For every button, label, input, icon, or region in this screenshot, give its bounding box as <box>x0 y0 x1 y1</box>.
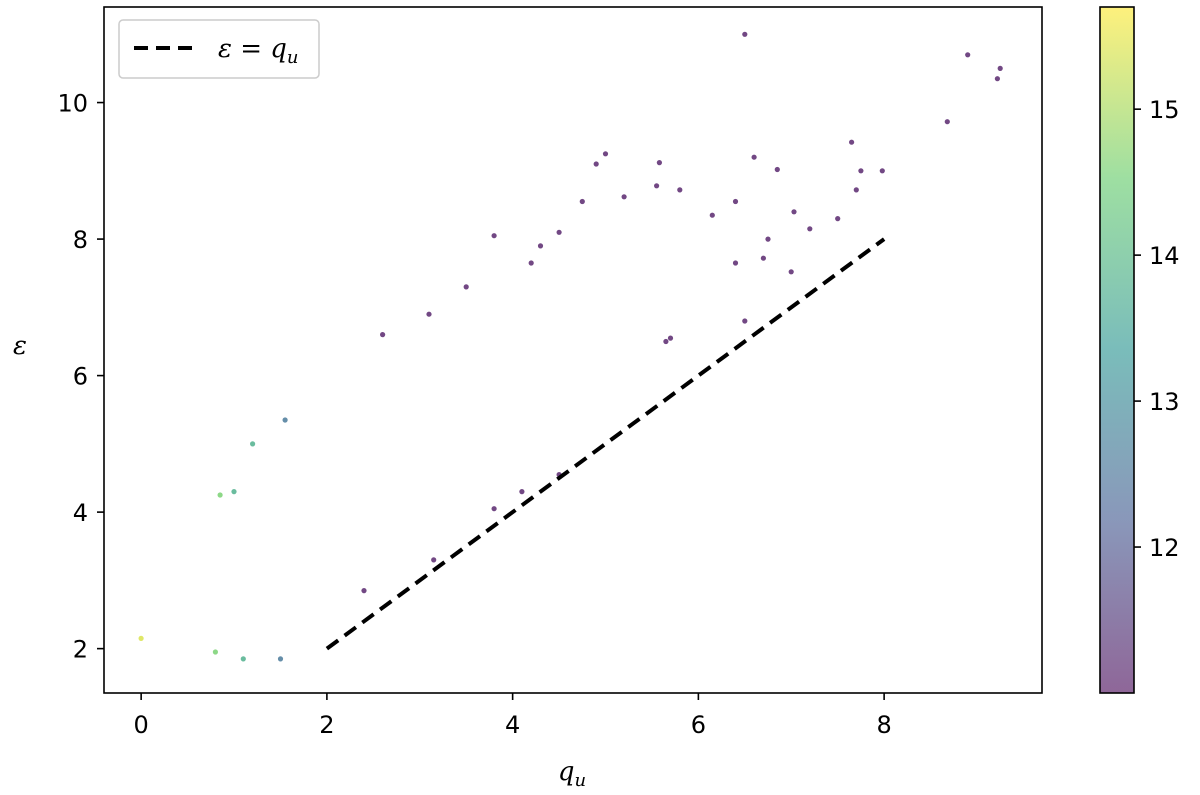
data-point <box>426 311 432 317</box>
colorbar-gradient <box>1099 6 1135 694</box>
colorbar-tick-label: 15 <box>1149 96 1180 124</box>
x-tick-label: 4 <box>505 711 520 739</box>
data-point <box>742 318 748 324</box>
x-tick-label: 2 <box>319 711 334 739</box>
y-tick-label: 2 <box>73 636 88 664</box>
legend: ε = qu <box>118 19 320 79</box>
data-point <box>732 260 739 266</box>
x-tick-label: 6 <box>691 711 706 739</box>
data-point <box>853 187 859 193</box>
y-tick-label: 6 <box>73 363 88 391</box>
data-point <box>709 212 715 218</box>
data-point <box>250 441 256 447</box>
data-point <box>997 65 1003 71</box>
legend-label: ε = qu <box>218 34 299 68</box>
data-point <box>463 284 469 290</box>
data-point <box>602 151 609 157</box>
y-tick-label: 4 <box>73 499 88 527</box>
colorbar-ticks: 12 13 14 15 <box>1134 96 1180 562</box>
y-axis-label: ε <box>13 331 27 361</box>
data-point <box>858 168 864 174</box>
data-point <box>663 338 669 345</box>
x-tick-label: 0 <box>134 711 149 739</box>
data-point <box>240 656 246 662</box>
y-tick-label: 10 <box>57 90 88 118</box>
data-point <box>277 656 284 662</box>
x-tick-label: 8 <box>876 711 891 739</box>
data-point <box>944 119 950 125</box>
data-point <box>667 335 674 341</box>
y-tick-label: 8 <box>73 226 88 254</box>
y-axis: 2 4 6 8 10 <box>57 90 104 664</box>
colorbar-tick-label: 12 <box>1149 534 1180 562</box>
data-point <box>677 187 683 193</box>
data-point <box>282 417 288 423</box>
data-point <box>231 489 237 495</box>
data-point <box>491 233 497 239</box>
colorbar-tick-label: 14 <box>1149 242 1180 270</box>
data-point <box>807 226 813 232</box>
data-point <box>138 635 144 642</box>
data-point <box>621 194 627 200</box>
x-axis: 0 2 4 6 8 <box>134 693 892 739</box>
data-point <box>765 236 771 242</box>
data-point <box>760 255 767 261</box>
data-point <box>212 649 218 655</box>
data-point <box>788 269 794 275</box>
data-point <box>491 506 497 512</box>
legend-box <box>118 19 320 79</box>
data-point <box>519 489 525 495</box>
data-point <box>537 243 544 249</box>
scatter-points <box>138 31 1003 662</box>
colorbar: 12 13 14 15 <box>1099 6 1180 694</box>
data-point <box>742 31 748 37</box>
data-point <box>556 229 562 235</box>
colorbar-tick-label: 13 <box>1149 388 1180 416</box>
data-point <box>579 198 585 205</box>
data-point <box>656 160 663 166</box>
data-point <box>217 492 223 498</box>
data-point <box>791 209 797 215</box>
plot-frame <box>103 6 1043 694</box>
data-point <box>380 332 386 338</box>
data-point <box>528 260 534 266</box>
data-point <box>994 76 1001 82</box>
data-point <box>965 52 971 58</box>
data-point <box>879 168 885 174</box>
data-point <box>732 198 739 205</box>
data-point <box>751 154 757 160</box>
reference-line <box>325 237 886 651</box>
data-point <box>835 216 841 222</box>
data-point <box>593 161 599 167</box>
data-point <box>774 166 780 173</box>
data-point <box>849 139 855 145</box>
x-axis-label: qu <box>558 757 586 791</box>
data-point <box>361 588 367 594</box>
data-point <box>431 557 437 563</box>
data-point <box>654 183 660 189</box>
